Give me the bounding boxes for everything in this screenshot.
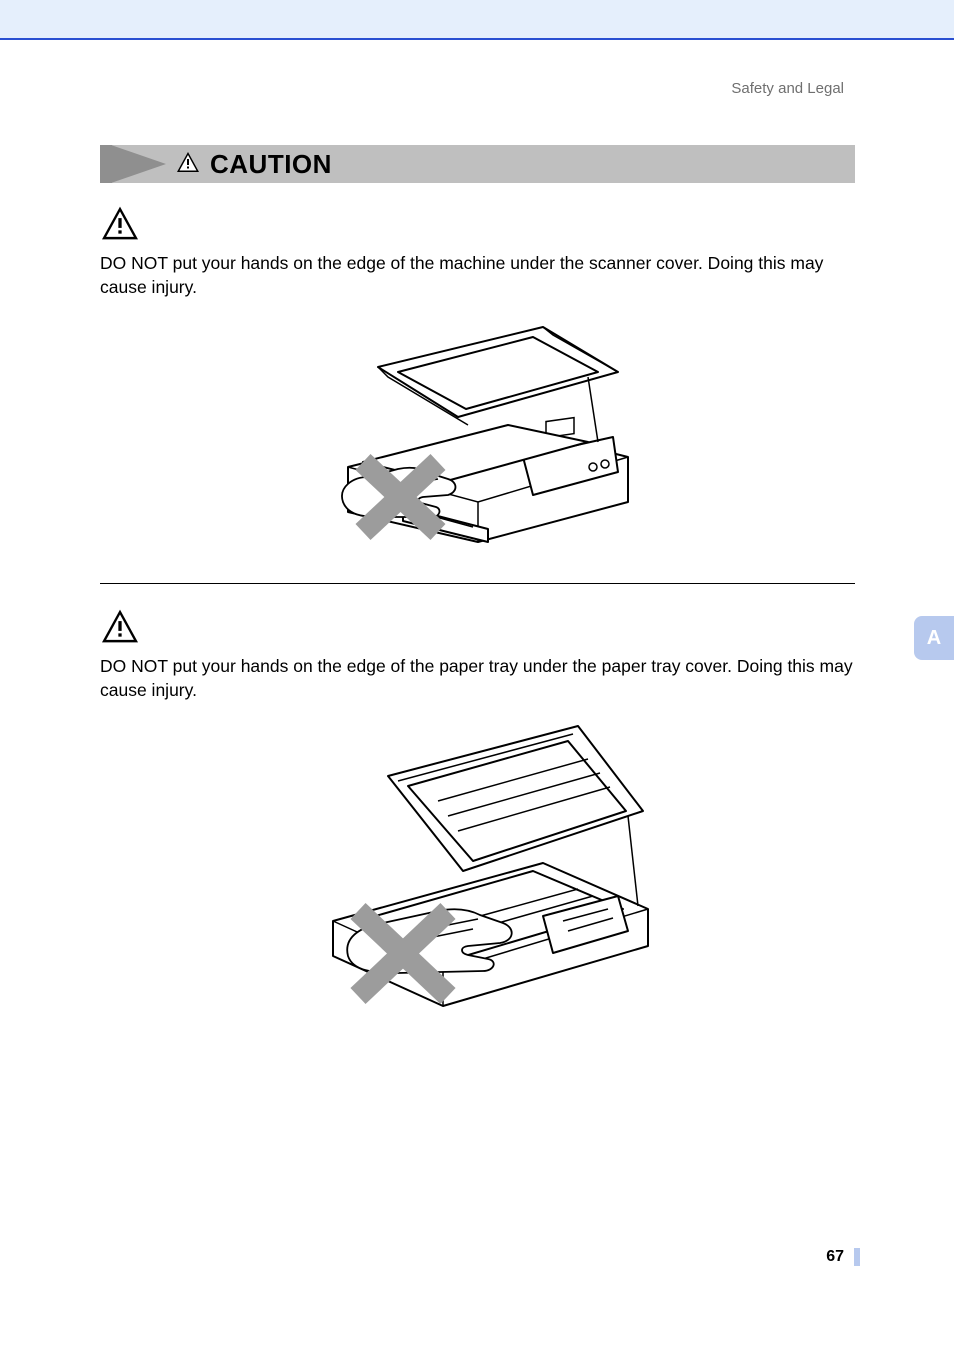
warning-block-tray: DO NOT put your hands on the edge of the… (100, 608, 855, 1020)
caution-label: CAUTION (176, 149, 332, 180)
page-number-accent (854, 1248, 860, 1266)
page-number: 67 (826, 1248, 844, 1266)
warning-triangle-icon (100, 608, 140, 649)
caution-bar-chevron (111, 145, 166, 183)
warning-text-scanner: DO NOT put your hands on the edge of the… (100, 252, 855, 299)
caution-text: CAUTION (210, 149, 332, 180)
content-area: CAUTION DO NOT put your hands on the edg… (100, 145, 855, 1021)
section-header: Safety and Legal (731, 80, 844, 97)
warning-text-tray: DO NOT put your hands on the edge of the… (100, 655, 855, 702)
caution-bar-accent (100, 145, 112, 183)
caution-heading-bar: CAUTION (100, 145, 855, 183)
section-tab-letter: A (927, 627, 941, 650)
section-tab: A (914, 616, 954, 660)
page: Safety and Legal CAUTION (0, 0, 954, 1351)
figure-scanner (100, 317, 855, 557)
top-decorative-band (0, 0, 954, 40)
figure-tray (100, 721, 855, 1021)
warning-triangle-icon (176, 151, 200, 178)
section-divider (100, 583, 855, 584)
warning-block-scanner: DO NOT put your hands on the edge of the… (100, 205, 855, 557)
warning-triangle-icon (100, 205, 140, 246)
